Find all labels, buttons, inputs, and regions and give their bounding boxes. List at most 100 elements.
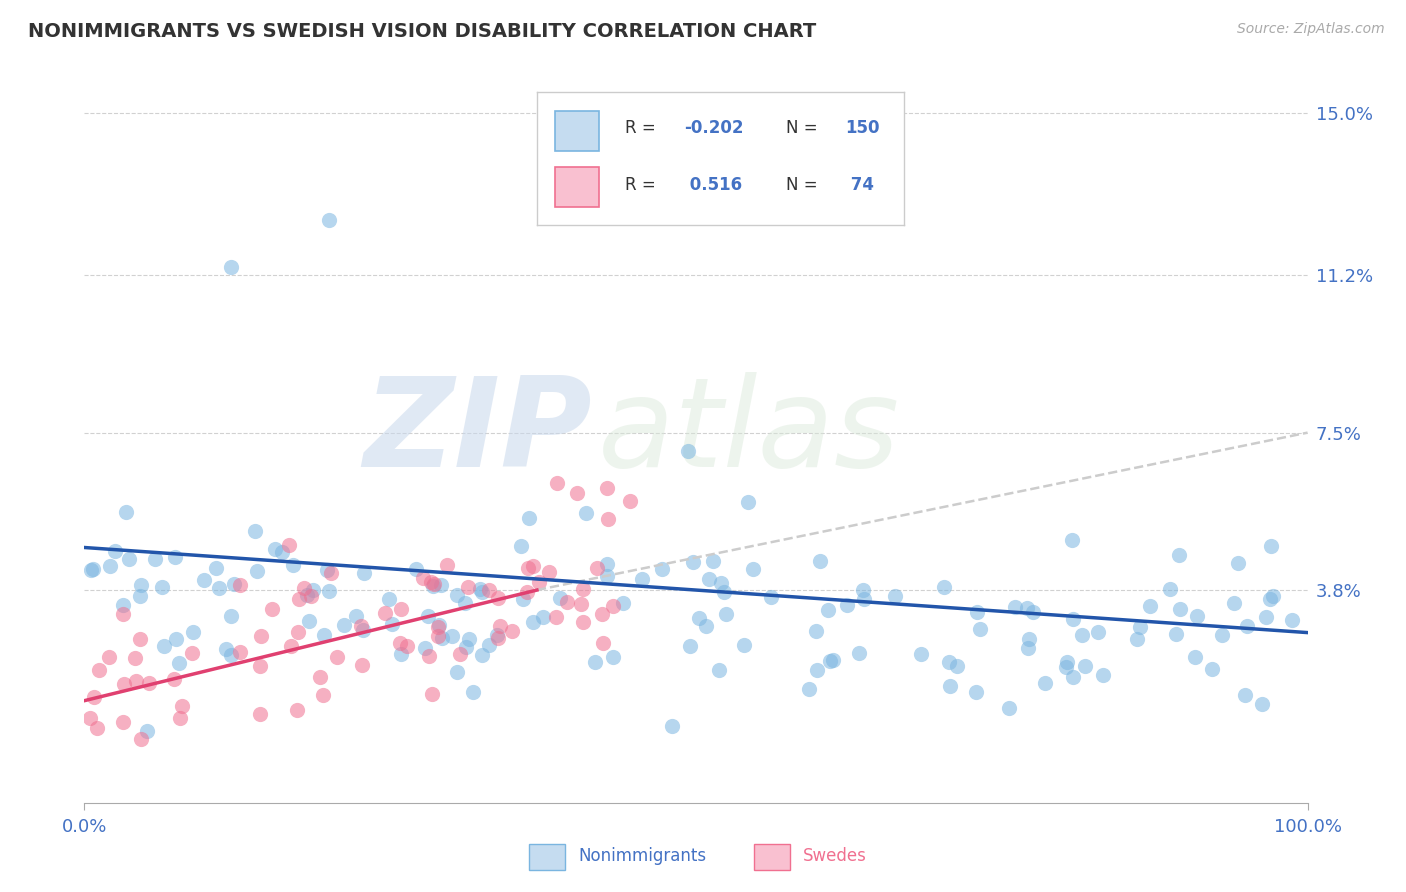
Text: Source: ZipAtlas.com: Source: ZipAtlas.com: [1237, 22, 1385, 37]
Point: [427, 620, 450, 634]
Point: [517, 561, 540, 575]
Point: [853, 591, 876, 606]
Point: [1062, 670, 1084, 684]
Point: [501, 624, 523, 639]
Point: [295, 588, 318, 602]
Point: [471, 585, 494, 599]
Point: [1260, 540, 1282, 554]
Point: [883, 589, 905, 603]
Text: Nonimmigrants: Nonimmigrants: [578, 847, 706, 865]
Point: [280, 639, 302, 653]
Point: [422, 579, 444, 593]
Point: [249, 707, 271, 722]
Point: [170, 699, 193, 714]
Point: [352, 657, 374, 672]
Point: [413, 640, 436, 655]
Point: [817, 603, 839, 617]
Point: [591, 607, 613, 621]
Point: [163, 550, 186, 565]
Point: [631, 572, 654, 586]
Text: Swedes: Swedes: [803, 847, 868, 865]
Point: [219, 648, 242, 662]
Point: [468, 582, 491, 597]
Point: [713, 585, 735, 599]
Point: [1226, 556, 1249, 570]
Point: [1087, 624, 1109, 639]
Point: [136, 723, 159, 738]
Point: [454, 597, 477, 611]
Point: [163, 672, 186, 686]
Point: [966, 605, 988, 619]
Point: [138, 675, 160, 690]
Point: [1070, 628, 1092, 642]
Point: [1021, 605, 1043, 619]
Point: [104, 543, 127, 558]
Point: [596, 568, 619, 582]
Point: [287, 592, 309, 607]
Point: [115, 505, 138, 519]
Point: [1126, 632, 1149, 646]
Point: [969, 622, 991, 636]
Point: [167, 656, 190, 670]
Point: [939, 679, 962, 693]
Point: [208, 581, 231, 595]
Point: [688, 611, 710, 625]
Point: [405, 562, 427, 576]
Point: [423, 577, 446, 591]
Point: [412, 572, 434, 586]
Point: [571, 582, 593, 597]
Point: [463, 685, 485, 699]
Point: [378, 592, 401, 607]
Point: [98, 650, 121, 665]
Point: [145, 552, 167, 566]
Point: [420, 687, 443, 701]
Point: [471, 648, 494, 663]
Point: [1033, 675, 1056, 690]
Point: [278, 538, 301, 552]
Point: [804, 624, 827, 638]
Point: [679, 639, 702, 653]
Point: [1201, 662, 1223, 676]
Point: [1018, 632, 1040, 646]
Point: [546, 475, 568, 490]
Point: [205, 561, 228, 575]
Point: [128, 632, 150, 647]
Point: [602, 650, 624, 665]
Point: [848, 646, 870, 660]
Point: [619, 494, 641, 508]
Point: [193, 574, 215, 588]
Point: [478, 638, 501, 652]
Point: [418, 649, 440, 664]
Point: [318, 583, 340, 598]
Point: [797, 681, 820, 696]
Point: [1062, 612, 1084, 626]
Point: [129, 577, 152, 591]
Point: [430, 632, 453, 646]
Point: [111, 607, 134, 622]
Point: [292, 582, 315, 596]
Point: [318, 212, 340, 227]
Point: [441, 628, 464, 642]
Text: NONIMMIGRANTS VS SWEDISH VISION DISABILITY CORRELATION CHART: NONIMMIGRANTS VS SWEDISH VISION DISABILI…: [28, 22, 817, 41]
Point: [219, 260, 242, 274]
Point: [1250, 697, 1272, 711]
Point: [153, 639, 176, 653]
Point: [419, 574, 441, 589]
Point: [567, 486, 589, 500]
Point: [702, 554, 724, 568]
Point: [389, 636, 412, 650]
Point: [429, 578, 451, 592]
Point: [270, 545, 292, 559]
Point: [454, 640, 477, 655]
Point: [571, 615, 593, 629]
Point: [522, 615, 544, 630]
Point: [1170, 602, 1192, 616]
Point: [301, 583, 323, 598]
Point: [1054, 660, 1077, 674]
Point: [287, 625, 309, 640]
Point: [808, 554, 831, 568]
Point: [522, 559, 544, 574]
Point: [695, 619, 717, 633]
Point: [1139, 599, 1161, 613]
Point: [344, 608, 367, 623]
